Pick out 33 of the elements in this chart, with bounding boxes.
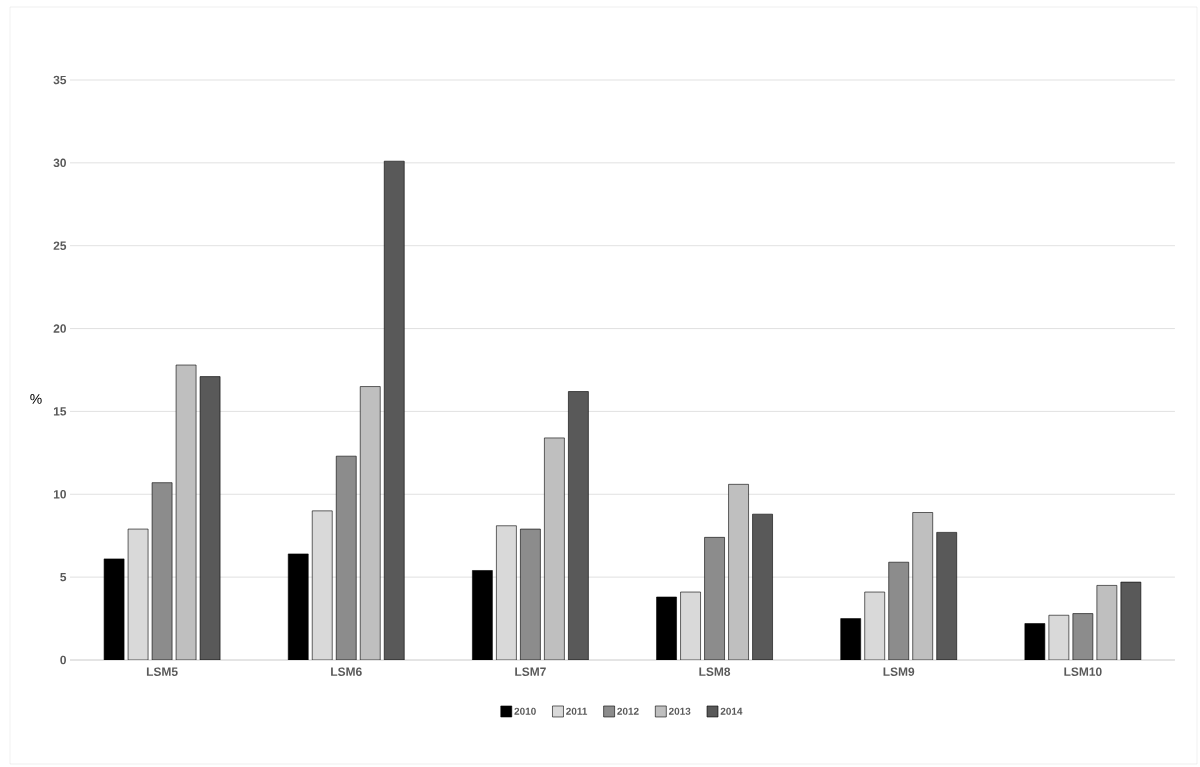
y-tick-label: 20	[53, 324, 66, 333]
legend-label: 2014	[720, 707, 743, 715]
x-tick-label: LSM9	[883, 667, 915, 676]
x-tick-label: LSM6	[331, 667, 362, 676]
x-tick-label: LSM7	[515, 667, 546, 676]
bar	[520, 528, 541, 660]
y-tick-label: 0	[60, 655, 66, 665]
y-axis-title: %	[30, 394, 42, 404]
bar	[335, 455, 357, 660]
x-tick-label: LSM5	[146, 667, 178, 676]
bar	[359, 386, 381, 660]
y-tick-label: 25	[53, 241, 67, 250]
y-tick-label: 30	[53, 158, 66, 168]
y-tick-label: 15	[53, 407, 67, 416]
x-tick-label: LSM10	[1064, 667, 1102, 676]
bar	[199, 376, 221, 660]
legend-label: 2012	[617, 707, 639, 715]
bar	[568, 391, 589, 660]
bar	[936, 532, 958, 660]
legend-label: 2013	[668, 707, 691, 715]
bar	[544, 437, 565, 660]
bar	[888, 561, 910, 660]
y-tick-label: 5	[60, 572, 67, 582]
bar	[728, 484, 749, 660]
bar	[383, 160, 405, 660]
bar	[704, 537, 725, 660]
y-tick-label: 10	[53, 490, 66, 499]
bar	[752, 513, 773, 660]
x-tick-label: LSM8	[699, 667, 731, 676]
legend-label: 2010	[514, 707, 536, 715]
legend-label: 2011	[566, 707, 588, 715]
y-tick-label: 35	[53, 75, 67, 85]
bar	[912, 512, 934, 660]
